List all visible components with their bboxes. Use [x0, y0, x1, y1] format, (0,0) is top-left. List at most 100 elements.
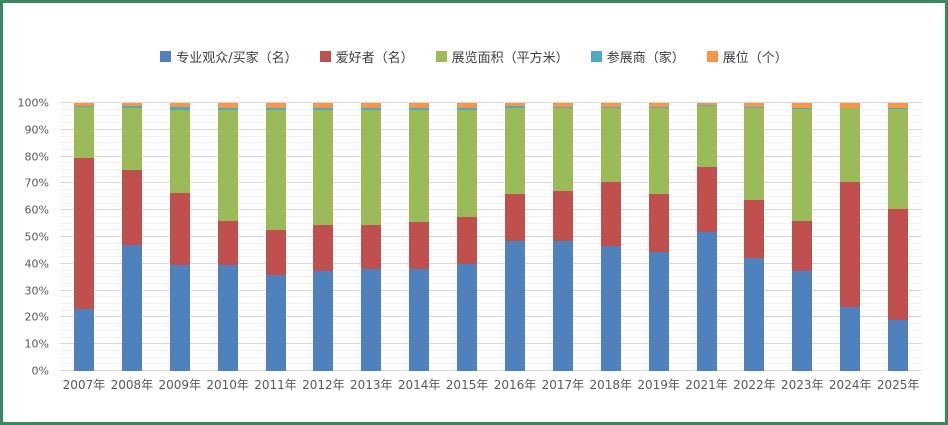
- bar-segment-series-0[interactable]: [121, 245, 142, 371]
- bar-segment-series-0[interactable]: [504, 241, 525, 371]
- bar-segment-series-1[interactable]: [552, 191, 573, 242]
- bar-segment-series-4[interactable]: [457, 103, 478, 109]
- stacked-bar-2024年[interactable]: [840, 103, 861, 371]
- bar-segment-series-2[interactable]: [840, 108, 861, 183]
- legend-item-4[interactable]: 展位（个）: [706, 47, 788, 66]
- bar-segment-series-4[interactable]: [840, 103, 861, 108]
- bar-segment-series-1[interactable]: [169, 192, 190, 266]
- bar-segment-series-3[interactable]: [361, 108, 382, 110]
- bar-segment-series-0[interactable]: [73, 309, 94, 371]
- stacked-bar-2019年[interactable]: [648, 103, 669, 371]
- bar-segment-series-3[interactable]: [504, 106, 525, 109]
- bar-segment-series-2[interactable]: [121, 107, 142, 171]
- stacked-bar-2015年[interactable]: [457, 103, 478, 371]
- bar-segment-series-3[interactable]: [648, 106, 669, 108]
- bar-segment-series-2[interactable]: [744, 107, 765, 200]
- bar-segment-series-0[interactable]: [169, 265, 190, 371]
- stacked-bar-2012年[interactable]: [313, 103, 334, 371]
- bar-segment-series-3[interactable]: [600, 106, 621, 108]
- bar-segment-series-1[interactable]: [121, 170, 142, 246]
- bar-segment-series-4[interactable]: [265, 103, 286, 109]
- bar-segment-series-2[interactable]: [600, 107, 621, 183]
- bar-segment-series-1[interactable]: [313, 224, 334, 271]
- bar-segment-series-2[interactable]: [457, 109, 478, 217]
- bar-segment-series-4[interactable]: [504, 103, 525, 107]
- stacked-bar-2007年[interactable]: [73, 103, 94, 371]
- bar-segment-series-2[interactable]: [217, 109, 238, 221]
- stacked-bar-2009年[interactable]: [169, 103, 190, 371]
- bar-segment-series-1[interactable]: [744, 199, 765, 259]
- bar-segment-series-4[interactable]: [361, 103, 382, 109]
- bar-segment-series-4[interactable]: [648, 103, 669, 107]
- bar-segment-series-3[interactable]: [409, 108, 430, 110]
- stacked-bar-2016年[interactable]: [504, 103, 525, 371]
- bar-segment-series-4[interactable]: [744, 103, 765, 107]
- bar-segment-series-3[interactable]: [696, 104, 717, 106]
- stacked-bar-2017年[interactable]: [552, 103, 573, 371]
- bar-segment-series-2[interactable]: [552, 108, 573, 192]
- bar-segment-series-2[interactable]: [265, 109, 286, 231]
- bar-segment-series-2[interactable]: [504, 108, 525, 195]
- bar-segment-series-1[interactable]: [265, 230, 286, 275]
- bar-segment-series-2[interactable]: [696, 105, 717, 168]
- stacked-bar-2008年[interactable]: [121, 103, 142, 371]
- bar-segment-series-3[interactable]: [169, 106, 190, 110]
- bar-segment-series-2[interactable]: [409, 109, 430, 223]
- bar-segment-series-3[interactable]: [888, 108, 909, 109]
- bar-segment-series-0[interactable]: [696, 231, 717, 371]
- bar-segment-series-4[interactable]: [409, 103, 430, 109]
- bar-segment-series-1[interactable]: [409, 222, 430, 270]
- bar-segment-series-4[interactable]: [696, 103, 717, 105]
- bar-segment-series-4[interactable]: [217, 103, 238, 109]
- bar-segment-series-3[interactable]: [313, 108, 334, 110]
- bar-segment-series-4[interactable]: [888, 103, 909, 109]
- bar-segment-series-2[interactable]: [313, 109, 334, 225]
- bar-segment-series-1[interactable]: [217, 220, 238, 266]
- bar-segment-series-3[interactable]: [217, 108, 238, 110]
- bar-segment-series-4[interactable]: [792, 103, 813, 108]
- bar-segment-series-2[interactable]: [792, 108, 813, 221]
- bar-segment-series-4[interactable]: [73, 103, 94, 106]
- stacked-bar-2023年[interactable]: [792, 103, 813, 371]
- bar-segment-series-3[interactable]: [265, 108, 286, 110]
- bar-segment-series-0[interactable]: [457, 263, 478, 371]
- legend-item-3[interactable]: 参展商（家）: [590, 47, 685, 66]
- legend-item-1[interactable]: 爱好者（名）: [319, 47, 414, 66]
- bar-segment-series-1[interactable]: [792, 220, 813, 271]
- bar-segment-series-4[interactable]: [552, 103, 573, 107]
- bar-segment-series-1[interactable]: [457, 216, 478, 264]
- bar-segment-series-1[interactable]: [840, 182, 861, 307]
- stacked-bar-2021年[interactable]: [696, 103, 717, 371]
- bar-segment-series-3[interactable]: [744, 106, 765, 108]
- bar-segment-series-1[interactable]: [73, 157, 94, 310]
- bar-segment-series-4[interactable]: [169, 103, 190, 107]
- stacked-bar-2022年[interactable]: [744, 103, 765, 371]
- bar-segment-series-3[interactable]: [792, 107, 813, 109]
- bar-segment-series-3[interactable]: [121, 105, 142, 108]
- bar-segment-series-0[interactable]: [313, 270, 334, 371]
- bar-segment-series-2[interactable]: [888, 108, 909, 209]
- bar-segment-series-0[interactable]: [600, 246, 621, 371]
- legend-item-0[interactable]: 专业观众/买家（名）: [160, 47, 298, 66]
- stacked-bar-2013年[interactable]: [361, 103, 382, 371]
- stacked-bar-2014年[interactable]: [409, 103, 430, 371]
- bar-segment-series-0[interactable]: [840, 306, 861, 371]
- bar-segment-series-0[interactable]: [217, 265, 238, 371]
- bar-segment-series-0[interactable]: [361, 269, 382, 371]
- bar-segment-series-1[interactable]: [696, 167, 717, 232]
- bar-segment-series-1[interactable]: [504, 194, 525, 242]
- stacked-bar-2018年[interactable]: [600, 103, 621, 371]
- bar-segment-series-1[interactable]: [648, 194, 669, 252]
- bar-segment-series-3[interactable]: [457, 108, 478, 110]
- stacked-bar-2025年[interactable]: [888, 103, 909, 371]
- bar-segment-series-0[interactable]: [265, 274, 286, 371]
- bar-segment-series-3[interactable]: [840, 107, 861, 109]
- bar-segment-series-4[interactable]: [121, 103, 142, 106]
- bar-segment-series-4[interactable]: [600, 103, 621, 107]
- stacked-bar-2011年[interactable]: [265, 103, 286, 371]
- bar-segment-series-0[interactable]: [409, 269, 430, 371]
- stacked-bar-2010年[interactable]: [217, 103, 238, 371]
- bar-segment-series-2[interactable]: [169, 109, 190, 193]
- bar-segment-series-2[interactable]: [73, 107, 94, 158]
- bar-segment-series-3[interactable]: [552, 106, 573, 109]
